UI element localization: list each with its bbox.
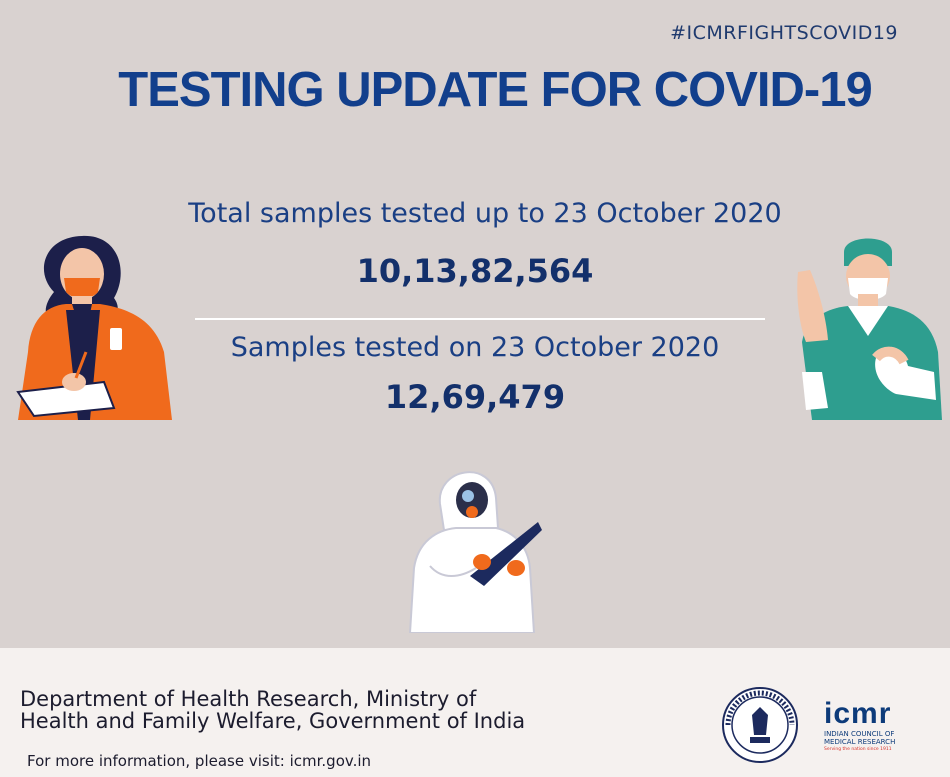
total-samples-value: 10,13,82,564 xyxy=(356,252,594,290)
logo-subtitle: INDIAN COUNCIL OF MEDICAL RESEARCH xyxy=(824,730,924,746)
department-line-2: Health and Family Welfare, Government of… xyxy=(20,709,526,733)
doctor-clipboard-illustration xyxy=(16,235,172,420)
page-title: TESTING UPDATE FOR COVID-19 xyxy=(118,63,872,117)
divider xyxy=(195,318,765,320)
surgeon-gloving-illustration xyxy=(797,238,942,420)
footer: Department of Health Research, Ministry … xyxy=(0,648,950,777)
icmr-logo: icmr INDIAN COUNCIL OF MEDICAL RESEARCH … xyxy=(824,697,924,753)
ppe-worker-illustration xyxy=(408,471,542,633)
logo-subtitle-line-1: INDIAN COUNCIL OF xyxy=(824,730,895,738)
icmr-logo-icon: icmr xyxy=(824,697,892,730)
hashtag: #ICMRFIGHTSCOVID19 xyxy=(670,22,898,44)
department-text: Department of Health Research, Ministry … xyxy=(20,688,525,732)
department-line-1: Department of Health Research, Ministry … xyxy=(20,687,477,711)
logo-tagline: Serving the nation since 1911 xyxy=(824,747,892,752)
total-samples-label: Total samples tested up to 23 October 20… xyxy=(188,198,782,229)
daily-samples-label: Samples tested on 23 October 2020 xyxy=(230,332,720,363)
daily-samples-value: 12,69,479 xyxy=(384,378,566,416)
logo-subtitle-line-2: MEDICAL RESEARCH xyxy=(824,738,896,746)
icmr-seal-icon xyxy=(722,687,798,763)
more-info-text: For more information, please visit: icmr… xyxy=(27,752,372,770)
